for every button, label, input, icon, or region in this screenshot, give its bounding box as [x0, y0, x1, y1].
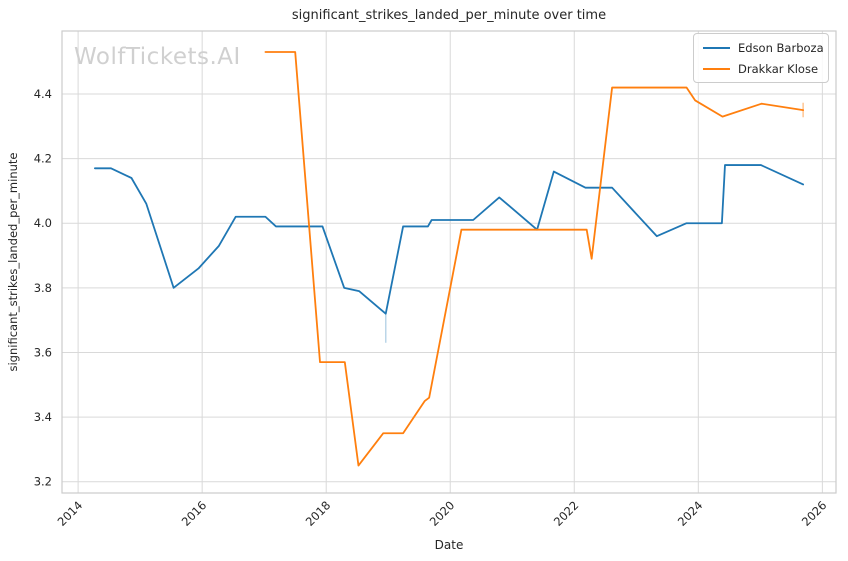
- y-tick-label: 4.0: [34, 216, 52, 230]
- y-tick-label: 3.4: [34, 410, 52, 424]
- y-axis-label: significant_strikes_landed_per_minute: [6, 153, 20, 372]
- series-line-drakkar-klose: [264, 51, 805, 467]
- legend-line-swatch-orange: [703, 67, 730, 70]
- legend-line-swatch-blue: [703, 46, 730, 49]
- x-tick-label: 2024: [675, 498, 706, 529]
- series-line-edson-barboza: [93, 164, 805, 315]
- legend: Edson Barboza Drakkar Klose: [693, 33, 829, 83]
- x-tick-label: 2026: [799, 498, 830, 529]
- x-tick-label: 2020: [427, 498, 458, 529]
- grid-layer: [61, 30, 837, 494]
- plot-border: [61, 30, 837, 494]
- x-tick-label: 2018: [303, 498, 334, 529]
- legend-label: Drakkar Klose: [738, 61, 819, 76]
- legend-item-edson-barboza: Edson Barboza: [703, 40, 824, 55]
- y-tick-label: 3.6: [34, 345, 52, 359]
- legend-item-drakkar-klose: Drakkar Klose: [703, 61, 819, 76]
- x-axis-label: Date: [435, 538, 464, 552]
- x-tick-label: 2016: [179, 498, 210, 529]
- x-tick-label: 2022: [551, 498, 582, 529]
- y-tick-label: 4.2: [34, 152, 52, 166]
- chart-title: significant_strikes_landed_per_minute ov…: [292, 8, 606, 23]
- series-layer: [93, 51, 805, 467]
- y-tick-label: 3.2: [34, 475, 52, 489]
- y-tick-label: 4.4: [34, 87, 52, 101]
- watermark: WolfTickets.AI: [74, 44, 241, 70]
- tick-layer: 2014 2016 2018 2020 2022 2024 2026 3.2 3.4 3.6 3.8…: [34, 87, 830, 529]
- y-tick-label: 3.8: [34, 281, 52, 295]
- x-tick-label: 2014: [55, 498, 86, 529]
- legend-label: Edson Barboza: [738, 40, 824, 55]
